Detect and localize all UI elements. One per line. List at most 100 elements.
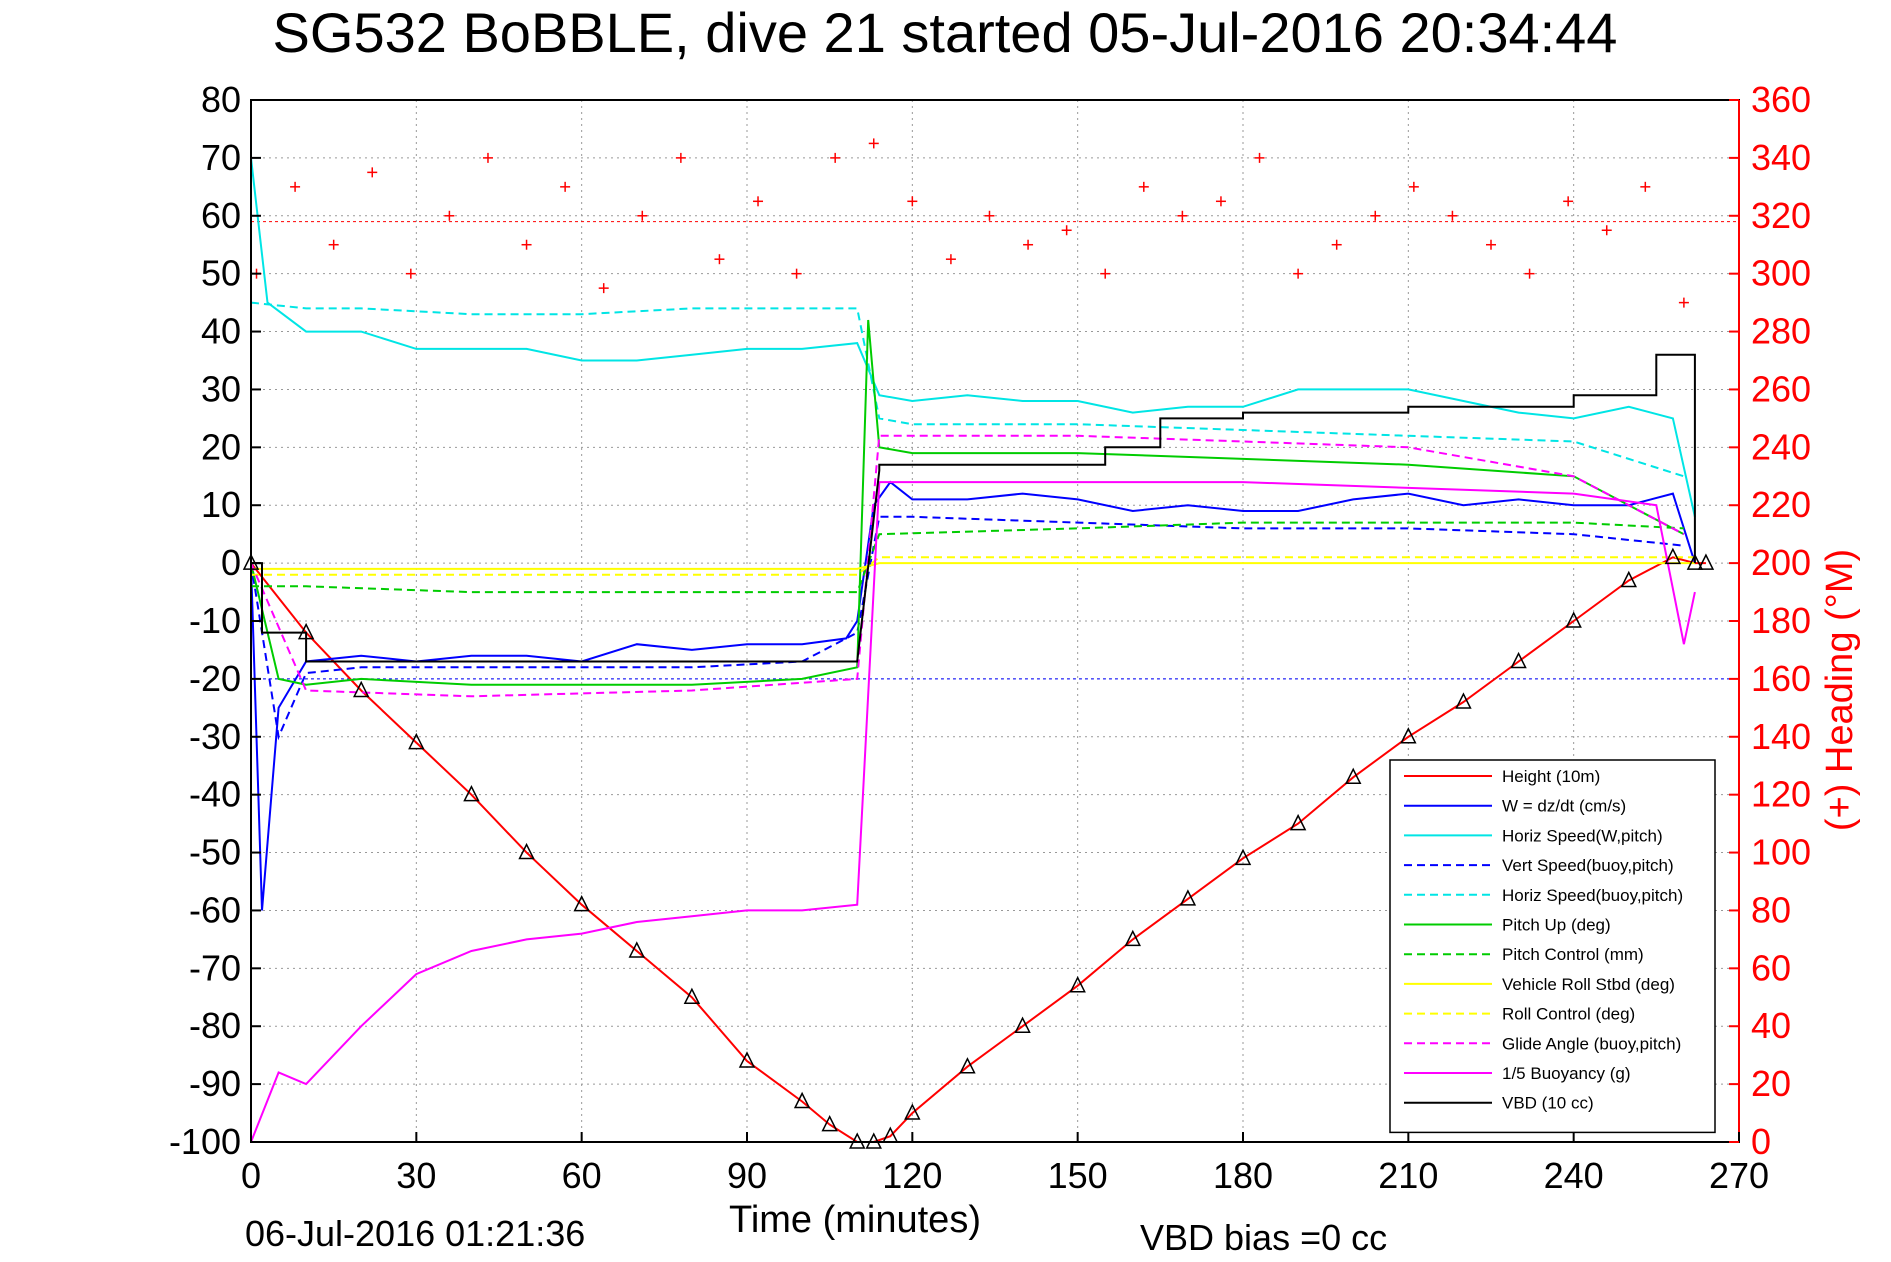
heading-point [1601,225,1612,236]
height-markers [242,547,1715,1149]
series-line-9 [250,434,1685,698]
height-marker [1664,547,1682,565]
height-marker [1620,570,1637,588]
height-marker [573,894,590,912]
y-tick-label: -60 [189,889,241,930]
x-tick-label: 60 [562,1155,602,1196]
height-marker [463,784,480,802]
y-right-tick-label: 360 [1751,79,1811,120]
footer-vbd-bias: VBD bias =0 cc [1140,1217,1387,1258]
heading-point [637,210,648,221]
legend-label: 1/5 Buoyancy (g) [1502,1064,1631,1083]
series-line-8 [251,556,1695,576]
heading-point [868,138,879,149]
heading-point [290,181,301,192]
heading-point [1486,239,1496,250]
heading-point [1138,181,1149,192]
height-marker [1179,889,1197,906]
y-right-tick-label: 240 [1751,426,1811,467]
heading-point [984,210,995,221]
y-tick-label: 30 [201,368,241,409]
y-right-axis-ticks: 3603403203002802602402202001801601401201… [1729,79,1811,1162]
y-tick-label: -50 [189,832,241,873]
heading-point [598,283,609,294]
heading-point [1100,268,1111,279]
y-tick-label: -30 [189,716,241,757]
y-right-tick-label: 120 [1751,774,1811,815]
heading-point [1254,152,1265,163]
heading-point [791,268,802,279]
x-tick-label: 90 [727,1155,767,1196]
legend-label: Horiz Speed(buoy,pitch) [1502,886,1683,905]
height-marker [1565,611,1582,628]
legend-label: Height (10m) [1502,767,1600,786]
height-marker [793,1091,811,1109]
height-marker [353,680,370,698]
heading-point [444,210,455,221]
series-line-2 [250,157,1696,518]
height-marker [297,622,315,640]
y-tick-label: 60 [201,195,241,236]
heading-point [1370,210,1381,221]
y-right-tick-label: 60 [1751,947,1791,988]
height-marker [518,842,535,860]
y-right-tick-label: 180 [1751,600,1811,641]
heading-point [521,239,532,250]
y-tick-label: 80 [201,79,241,120]
y-tick-label: 20 [201,426,241,467]
y-right-tick-label: 0 [1751,1121,1771,1162]
series-line-11 [251,353,1696,663]
height-marker [1686,553,1704,570]
heading-point [1678,297,1689,308]
y-axis-ticks: 80 70 60 50 40 30 20 10 0 -10 -20 -30 -40 -50 -60 -70 -8… [169,79,261,1162]
x-tick-label: 0 [241,1155,261,1196]
y-tick-label: -10 [189,600,241,641]
heading-point [714,254,725,265]
legend-label: Roll Control (deg) [1502,1005,1635,1024]
y-right-tick-label: 340 [1751,137,1811,178]
series-line-5 [250,319,1685,686]
y-tick-label: -40 [189,774,241,815]
series-line-7 [251,562,1695,570]
height-marker [1234,848,1252,866]
y-right-tick-label: 260 [1751,368,1811,409]
height-marker [738,1051,756,1068]
series-line-10 [250,481,1696,1143]
y-tick-label: 70 [201,137,241,178]
y-right-tick-label: 300 [1751,253,1811,294]
legend-label: Pitch Up (deg) [1502,916,1611,935]
height-marker [1069,976,1086,993]
height-marker [821,1114,838,1132]
y-tick-label: -70 [189,947,241,988]
y-tick-label: 0 [221,542,241,583]
legend-box [1389,759,1716,1134]
y-tick-label: -80 [189,1005,241,1046]
y-right-tick-label: 140 [1751,716,1811,757]
heading-point [1640,181,1651,192]
height-marker [628,941,645,958]
x-tick-label: 180 [1213,1155,1273,1196]
legend-label: Vehicle Roll Stbd (deg) [1502,975,1675,994]
height-marker [1697,553,1715,570]
heading-point [907,196,918,207]
y-right-tick-label: 200 [1751,542,1811,583]
heading-point [945,254,956,265]
y-tick-label: -100 [169,1121,241,1162]
y-tick-label: 40 [201,311,241,352]
heading-point [1293,268,1304,279]
heading-point [1177,210,1188,221]
heading-point [1563,196,1574,207]
series-line-0 [250,556,1706,1143]
heading-point [753,196,764,207]
height-marker [1014,1016,1031,1033]
y-tick-label: 50 [201,253,241,294]
y-right-tick-label: 220 [1751,484,1811,525]
height-marker [904,1103,921,1120]
legend-label: W = dz/dt (cm/s) [1502,797,1626,816]
heading-point [1215,196,1226,207]
heading-point [1023,239,1034,250]
footer-timestamp: 06-Jul-2016 01:21:36 [245,1213,585,1254]
heading-point [367,167,378,178]
height-marker [959,1057,976,1074]
